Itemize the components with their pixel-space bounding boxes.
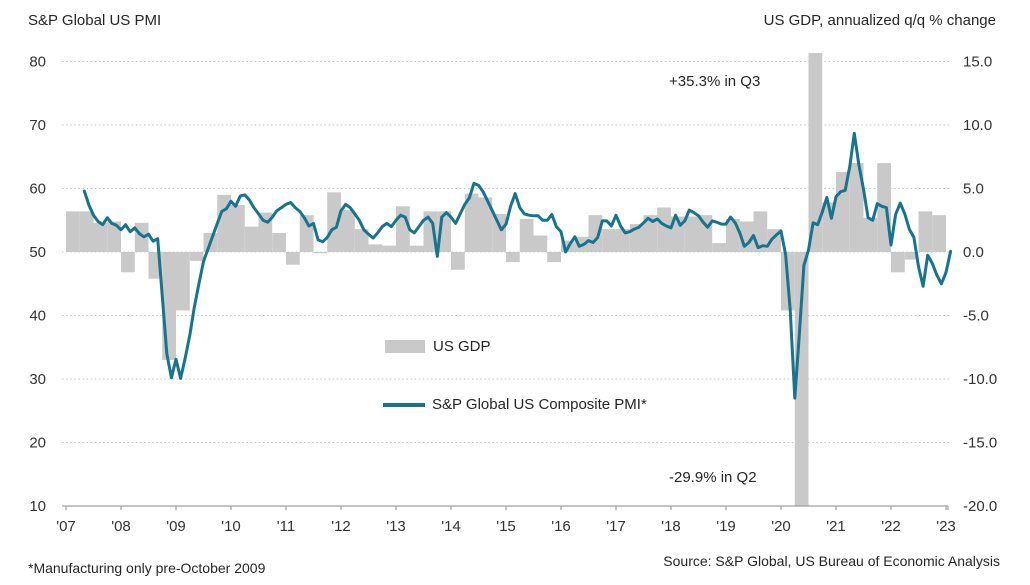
y-axis-label-left: 50 [29,244,46,261]
annotation-q3-2020: +35.3% in Q3 [669,73,761,90]
x-axis-label: '17 [606,518,626,535]
legend-label-pmi: S&P Global US Composite PMI* [432,396,647,413]
gdp-bar [684,216,699,252]
x-axis-label: '13 [386,518,406,535]
y-axis-label-left: 40 [29,308,46,325]
gdp-bar [616,229,630,252]
gdp-bar [354,229,369,252]
right-axis-title: US GDP, annualized q/q % change [763,12,996,29]
x-axis-label: '21 [826,518,846,535]
y-axis-label-right: -20.0 [963,498,997,515]
y-axis-label-left: 10 [29,498,46,515]
y-axis-label-left: 30 [29,371,46,388]
x-axis-label: '22 [881,518,901,535]
gdp-bar [478,197,493,252]
x-axis-label: '14 [441,518,461,535]
gdp-bar [451,252,465,270]
gdp-bar [382,245,396,252]
gdp-bar [849,163,864,252]
x-axis-label: '10 [221,518,241,535]
x-axis-label: '19 [716,518,736,535]
gdp-bar [712,243,726,252]
gdp-bar [519,218,534,252]
x-axis-label: '23 [936,518,956,535]
gdp-bar [891,252,905,273]
legend-label-us-gdp: US GDP [433,338,491,355]
gdp-bar [409,245,424,252]
left-axis-title: S&P Global US PMI [28,12,162,29]
x-axis-label: '11 [277,518,295,535]
gdp-bar [808,53,823,252]
y-axis-label-right: -10.0 [963,371,997,388]
y-axis-label-left: 60 [29,181,46,198]
gdp-bar [918,211,933,252]
legend-item-pmi: S&P Global US Composite PMI* [383,396,647,413]
y-axis-label-right: 0.0 [963,244,984,261]
y-axis-label-left: 70 [29,117,46,134]
gdp-bar [492,213,506,252]
x-axis-label: '16 [551,518,571,535]
gdp-bar [176,252,190,311]
gdp-bar [313,252,328,254]
y-axis-label-right: -5.0 [963,308,989,325]
gdp-bar [107,221,121,252]
gdp-bar [272,232,286,252]
x-axis-label: '12 [331,518,351,535]
pmi-line-swatch-icon [383,402,425,407]
gdp-bar [121,252,135,273]
gdp-bar [93,222,108,252]
gdp-bar [189,252,204,261]
gdp-bar [726,218,740,252]
gdp-bar [396,206,410,252]
gdp-bar [794,252,809,506]
gdp-bar [657,207,671,252]
gdp-bar [643,215,658,252]
legend-item-us-gdp: US GDP [385,338,491,355]
x-axis-label: '20 [771,518,791,535]
gdp-bar [464,193,479,252]
gdp-bar [244,226,259,252]
gdp-bar [602,229,616,252]
y-axis-label-right: -15.0 [963,435,997,452]
gdp-bar [863,217,878,252]
x-axis-label: '07 [56,518,76,535]
gdp-bar [66,211,80,252]
y-axis-label-right: 5.0 [963,181,984,198]
gdp-bar [932,215,946,252]
x-axis-label: '18 [661,518,681,535]
gdp-bar [231,205,245,252]
gdp-bar [533,235,548,252]
gdp-bar-swatch-icon [385,340,425,353]
gdp-bar [286,252,300,265]
pmi-line [82,131,953,400]
gdp-bar [134,222,149,252]
gdp-bar [79,211,94,252]
y-axis-label-right: 15.0 [963,54,992,71]
footnote: *Manufacturing only pre-October 2009 [28,560,266,576]
source-attribution: Source: S&P Global, US Bureau of Economi… [663,553,1000,569]
gdp-bar [368,244,383,252]
x-axis-label: '15 [496,518,516,535]
y-axis-label-left: 20 [29,435,46,452]
gdp-bar [506,252,520,263]
gdp-bar [547,252,561,263]
y-axis-label-right: 10.0 [963,117,992,134]
x-axis-label: '09 [166,518,186,535]
gdp-bar [341,210,355,252]
gdp-bar [327,192,341,252]
annotation-q2-2020: -29.9% in Q2 [669,469,757,486]
x-axis-label: '08 [111,518,131,535]
y-axis-label-left: 80 [29,54,46,71]
gdp-bar [904,252,919,260]
